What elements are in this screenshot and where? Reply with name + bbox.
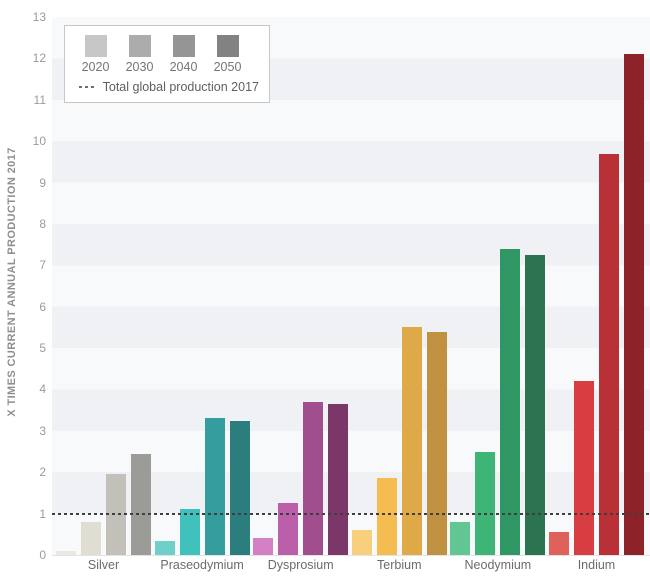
- bar-terbium-2040: [401, 327, 422, 555]
- bar-praseodymium-2020: [154, 540, 175, 555]
- y-tick-label: 6: [39, 299, 46, 314]
- category-label-terbium: Terbium: [377, 558, 422, 572]
- y-tick-label: 7: [39, 258, 46, 273]
- legend-year-label: 2040: [169, 60, 198, 74]
- category-labels-row: Silver Praseodymium Dysprosium Terbium Neody…: [52, 558, 650, 572]
- y-tick-label: 12: [32, 51, 46, 66]
- category-label-praseodymium: Praseodymium: [160, 558, 244, 572]
- bar-indium-2030: [573, 381, 594, 555]
- bar-dysprosium-2050: [328, 403, 349, 555]
- legend-item-2030: 2030: [123, 35, 156, 74]
- category-label-neodymium: Neodymium: [464, 558, 532, 572]
- bar-praseodymium-2040: [204, 418, 225, 555]
- bar-group-dysprosium: [253, 401, 349, 555]
- category-label-dysprosium: Dysprosium: [267, 558, 334, 572]
- bar-silver-2050: [131, 453, 151, 555]
- y-tick-label: 4: [39, 382, 46, 397]
- bar-group-silver: [56, 453, 151, 555]
- bar-indium-2040: [598, 153, 619, 555]
- bar-group-praseodymium: [154, 418, 250, 555]
- legend-reference-row: Total global production 2017: [79, 80, 259, 94]
- bar-terbium-2050: [426, 331, 447, 555]
- y-tick-label: 1: [39, 506, 46, 521]
- bar-group-indium: [548, 54, 644, 555]
- bar-group-terbium: [351, 327, 447, 555]
- bar-silver-2030: [81, 521, 101, 555]
- bar-dysprosium-2030: [278, 503, 299, 555]
- bar-terbium-2030: [376, 478, 397, 555]
- y-tick-label: 5: [39, 341, 46, 356]
- bar-praseodymium-2050: [229, 420, 250, 555]
- y-tick-label: 2: [39, 465, 46, 480]
- reference-line: [52, 512, 650, 515]
- y-tick-label: 13: [32, 10, 46, 24]
- bar-neodymium-2050: [525, 254, 546, 555]
- y-tick-label: 3: [39, 423, 46, 438]
- y-tick-label: 10: [32, 134, 46, 149]
- legend-swatch-icon: [128, 35, 151, 57]
- bar-praseodymium-2030: [179, 509, 200, 555]
- bar-group-neodymium: [450, 248, 546, 555]
- dashed-line-icon: [79, 86, 96, 88]
- bar-neodymium-2020: [450, 521, 471, 555]
- legend-swatch-icon: [172, 35, 195, 57]
- y-tick-label: 0: [39, 548, 46, 562]
- bar-terbium-2020: [351, 530, 372, 555]
- bar-neodymium-2040: [500, 248, 521, 555]
- y-tick-label: 8: [39, 216, 46, 231]
- legend-swatch-icon: [84, 35, 107, 57]
- legend-item-2050: 2050: [211, 35, 244, 74]
- legend-years-row: 2020 2030 2040 2050: [79, 35, 259, 74]
- bar-indium-2050: [623, 54, 644, 555]
- legend-year-label: 2030: [125, 60, 154, 74]
- legend-box: 2020 2030 2040 2050 Total global production…: [64, 25, 270, 103]
- category-label-silver: Silver: [87, 558, 120, 572]
- legend-item-2040: 2040: [167, 35, 200, 74]
- bar-dysprosium-2040: [303, 401, 324, 555]
- legend-year-label: 2050: [213, 60, 242, 74]
- bar-silver-2020: [56, 550, 76, 555]
- bar-dysprosium-2020: [253, 538, 274, 555]
- legend-swatch-icon: [216, 35, 239, 57]
- legend-item-2020: 2020: [79, 35, 112, 74]
- y-tick-label: 9: [39, 175, 46, 190]
- legend-reference-label: Total global production 2017: [102, 80, 259, 94]
- bar-silver-2040: [106, 474, 126, 555]
- bar-neodymium-2030: [475, 451, 496, 555]
- plot-area: [52, 17, 650, 556]
- legend-year-label: 2020: [81, 60, 110, 74]
- category-label-indium: Indium: [577, 558, 616, 572]
- bar-indium-2020: [548, 532, 569, 555]
- y-tick-label: 11: [33, 92, 46, 107]
- bars-row: [52, 17, 650, 555]
